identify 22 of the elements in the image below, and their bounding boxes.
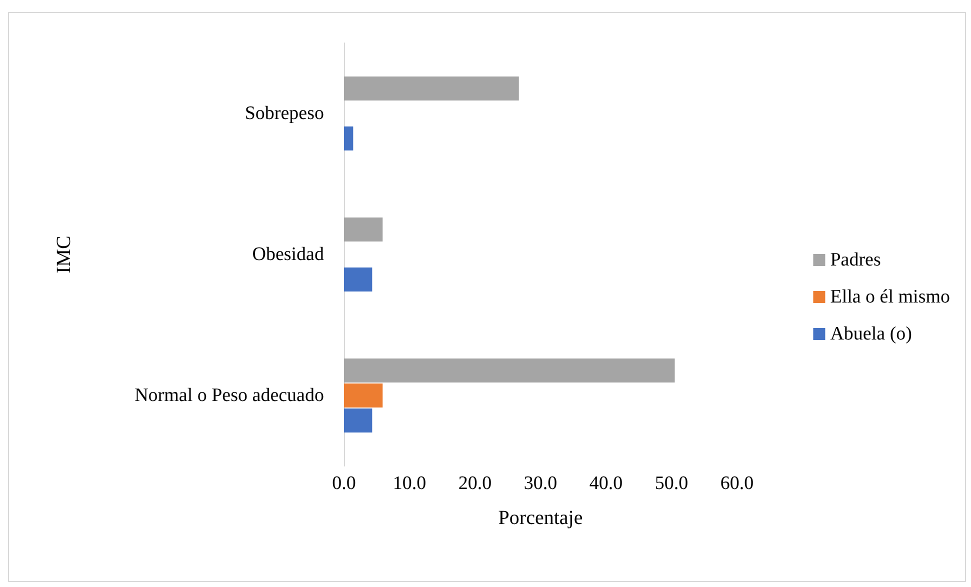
x-tick-label: 60.0 <box>720 473 754 494</box>
x-axis-title: Porcentaje <box>498 507 583 529</box>
bar <box>344 76 519 101</box>
bar <box>344 126 354 150</box>
y-tick-label: Normal o Peso adecuado <box>134 385 324 406</box>
y-tick-label: Obesidad <box>252 244 324 265</box>
x-tick-label: 0.0 <box>332 473 356 494</box>
legend-label: Abuela (o) <box>830 324 912 344</box>
bar <box>344 358 675 383</box>
bar <box>344 267 372 292</box>
bar <box>344 218 383 242</box>
y-tick-label: Sobrepeso <box>244 103 324 124</box>
x-tick-label: 30.0 <box>524 473 558 494</box>
x-tick-label: 50.0 <box>654 473 688 494</box>
bar <box>344 408 372 432</box>
x-tick-label: 40.0 <box>589 473 623 494</box>
bar <box>344 384 383 408</box>
y-axis-title: IMC <box>53 236 75 274</box>
x-tick-label: 10.0 <box>392 473 426 494</box>
legend-label: Ella o él mismo <box>830 286 950 308</box>
x-tick-label: 20.0 <box>458 473 492 494</box>
legend-label: Padres <box>830 250 881 270</box>
